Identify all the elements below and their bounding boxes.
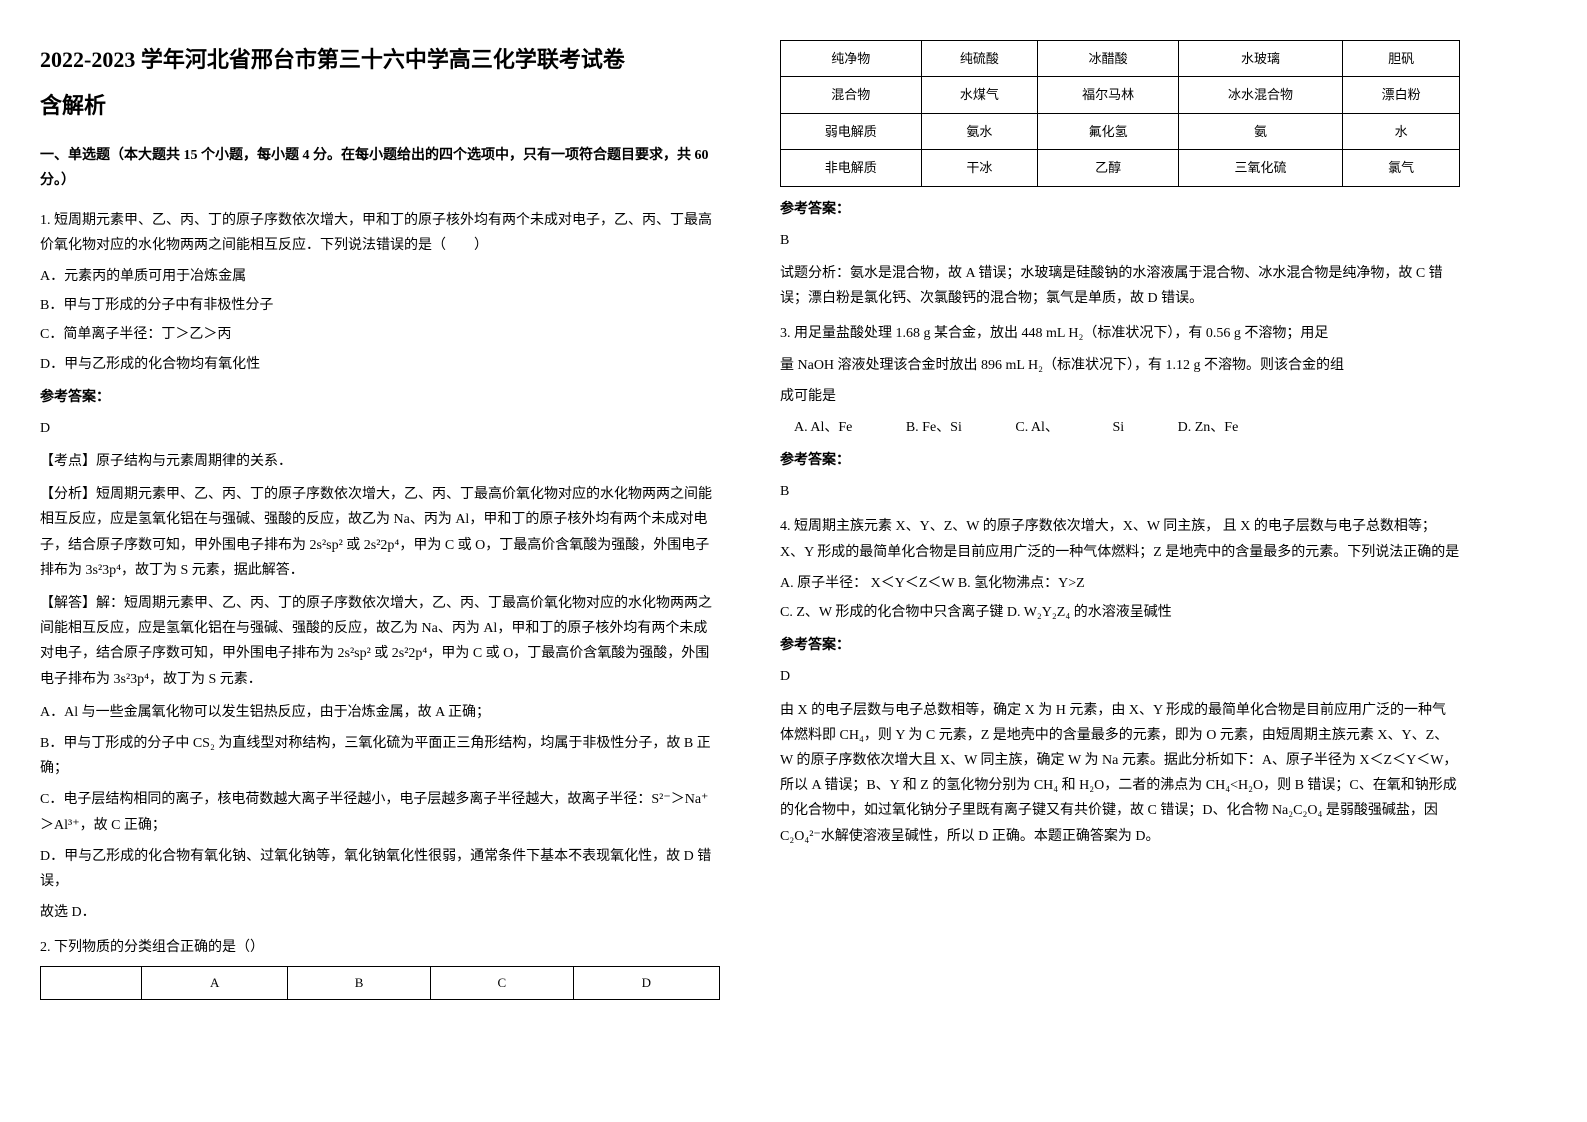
table-cell: 氨	[1178, 113, 1342, 149]
table-cell: 干冰	[921, 150, 1038, 186]
table-cell: 混合物	[781, 77, 922, 113]
q2-data-table: 纯净物 纯硫酸 冰醋酸 水玻璃 胆矾 混合物 水煤气 福尔马林 冰水混合物 漂白…	[780, 40, 1460, 187]
q1-option-c: C．简单离子半径：丁＞乙＞丙	[40, 322, 720, 347]
table-row: 纯净物 纯硫酸 冰醋酸 水玻璃 胆矾	[781, 41, 1460, 77]
table-cell: 水煤气	[921, 77, 1038, 113]
q2-text: 2. 下列物质的分类组合正确的是（）	[40, 935, 720, 960]
question-3: 3. 用足量盐酸处理 1.68 g 某合金，放出 448 mL H₂（标准状况下…	[780, 321, 1460, 504]
table-cell: 冰水混合物	[1178, 77, 1342, 113]
q3-option-a: A. Al、Fe	[794, 420, 852, 435]
table-cell: 水玻璃	[1178, 41, 1342, 77]
q4-answer: D	[780, 664, 1460, 689]
q1-answer: D	[40, 416, 720, 441]
q3-answer-label: 参考答案：	[780, 448, 1460, 473]
left-column: 2022-2023 学年河北省邢台市第三十六中学高三化学联考试卷 含解析 一、单…	[40, 40, 720, 1010]
q2-answer: B	[780, 228, 1460, 253]
table-cell: B	[288, 967, 431, 999]
q4-option-cd: C. Z、W 形成的化合物中只含离子键 D. W₂Y₂Z₄ 的水溶液呈碱性	[780, 600, 1460, 625]
q2-header-table: A B C D	[40, 966, 720, 999]
table-cell: 漂白粉	[1343, 77, 1460, 113]
q1-conclusion: 故选 D．	[40, 900, 720, 925]
table-cell: D	[573, 967, 719, 999]
question-4: 4. 短周期主族元素 X、Y、Z、W 的原子序数依次增大，X、W 同主族， 且 …	[780, 514, 1460, 848]
q3-text1: 3. 用足量盐酸处理 1.68 g 某合金，放出 448 mL H₂（标准状况下…	[780, 321, 1460, 346]
table-cell: 弱电解质	[781, 113, 922, 149]
q3-answer: B	[780, 479, 1460, 504]
q3-text3: 成可能是	[780, 384, 1460, 409]
q3-text2: 量 NaOH 溶液处理该合金时放出 896 mL H₂（标准状况下），有 1.1…	[780, 353, 1460, 378]
q2-analysis: 试题分析：氨水是混合物，故 A 错误；水玻璃是硅酸钠的水溶液属于混合物、冰水混合…	[780, 261, 1460, 311]
table-row: 弱电解质 氨水 氟化氢 氨 水	[781, 113, 1460, 149]
exam-title-line2: 含解析	[40, 86, 720, 126]
q1-solve-d: D．甲与乙形成的化合物有氧化钠、过氧化钠等，氧化钠氧化性很弱，通常条件下基本不表…	[40, 844, 720, 894]
q1-answer-label: 参考答案：	[40, 385, 720, 410]
table-row: 非电解质 干冰 乙醇 三氧化硫 氯气	[781, 150, 1460, 186]
table-row: 混合物 水煤气 福尔马林 冰水混合物 漂白粉	[781, 77, 1460, 113]
table-row: A B C D	[41, 967, 720, 999]
q1-solve: 【解答】解：短周期元素甲、乙、丙、丁的原子序数依次增大，乙、丙、丁最高价氧化物对…	[40, 591, 720, 692]
right-column: 纯净物 纯硫酸 冰醋酸 水玻璃 胆矾 混合物 水煤气 福尔马林 冰水混合物 漂白…	[780, 40, 1460, 1010]
question-1: 1. 短周期元素甲、乙、丙、丁的原子序数依次增大，甲和丁的原子核外均有两个未成对…	[40, 208, 720, 926]
table-cell: C	[431, 967, 574, 999]
q1-option-d: D．甲与乙形成的化合物均有氧化性	[40, 352, 720, 377]
table-cell: A	[142, 967, 288, 999]
q2-answer-label: 参考答案：	[780, 197, 1460, 222]
q3-option-b: B. Fe、Si	[906, 420, 962, 435]
table-cell: 纯净物	[781, 41, 922, 77]
table-cell: 胆矾	[1343, 41, 1460, 77]
q1-option-a: A．元素丙的单质可用于冶炼金属	[40, 264, 720, 289]
table-cell	[41, 967, 142, 999]
table-cell: 氟化氢	[1038, 113, 1179, 149]
q3-option-c: C. Al、	[1015, 420, 1059, 435]
table-cell: 冰醋酸	[1038, 41, 1179, 77]
table-cell: 三氧化硫	[1178, 150, 1342, 186]
q3-option-d: D. Zn、Fe	[1178, 420, 1239, 435]
table-cell: 氨水	[921, 113, 1038, 149]
section-header: 一、单选题（本大题共 15 个小题，每小题 4 分。在每小题给出的四个选项中，只…	[40, 143, 720, 193]
table-cell: 乙醇	[1038, 150, 1179, 186]
exam-title-line1: 2022-2023 学年河北省邢台市第三十六中学高三化学联考试卷	[40, 40, 720, 80]
q1-point: 【考点】原子结构与元素周期律的关系．	[40, 449, 720, 474]
q4-answer-label: 参考答案：	[780, 633, 1460, 658]
table-cell: 水	[1343, 113, 1460, 149]
table-cell: 福尔马林	[1038, 77, 1179, 113]
q4-analysis: 由 X 的电子层数与电子总数相等，确定 X 为 H 元素，由 X、Y 形成的最简…	[780, 698, 1460, 849]
q3-option-c2: Si	[1112, 420, 1124, 435]
q1-text: 1. 短周期元素甲、乙、丙、丁的原子序数依次增大，甲和丁的原子核外均有两个未成对…	[40, 208, 720, 258]
q1-solve-b: B．甲与丁形成的分子中 CS₂ 为直线型对称结构，三氧化硫为平面正三角形结构，均…	[40, 731, 720, 781]
table-cell: 纯硫酸	[921, 41, 1038, 77]
question-2: 2. 下列物质的分类组合正确的是（） A B C D	[40, 935, 720, 1000]
table-cell: 非电解质	[781, 150, 922, 186]
table-cell: 氯气	[1343, 150, 1460, 186]
q3-options-row1: A. Al、Fe B. Fe、Si C. Al、	[780, 420, 1112, 435]
q4-option-ab: A. 原子半径： X＜Y＜Z＜W B. 氢化物沸点：Y>Z	[780, 571, 1460, 596]
q1-solve-c: C．电子层结构相同的离子，核电荷数越大离子半径越小，电子层越多离子半径越大，故离…	[40, 787, 720, 837]
q1-solve-a: A．Al 与一些金属氧化物可以发生铝热反应，由于冶炼金属，故 A 正确；	[40, 700, 720, 725]
q1-option-b: B．甲与丁形成的分子中有非极性分子	[40, 293, 720, 318]
q4-text: 4. 短周期主族元素 X、Y、Z、W 的原子序数依次增大，X、W 同主族， 且 …	[780, 514, 1460, 564]
q1-analysis: 【分析】短周期元素甲、乙、丙、丁的原子序数依次增大，乙、丙、丁最高价氧化物对应的…	[40, 482, 720, 583]
q3-options-row2: Si D. Zn、Fe	[1112, 420, 1288, 435]
